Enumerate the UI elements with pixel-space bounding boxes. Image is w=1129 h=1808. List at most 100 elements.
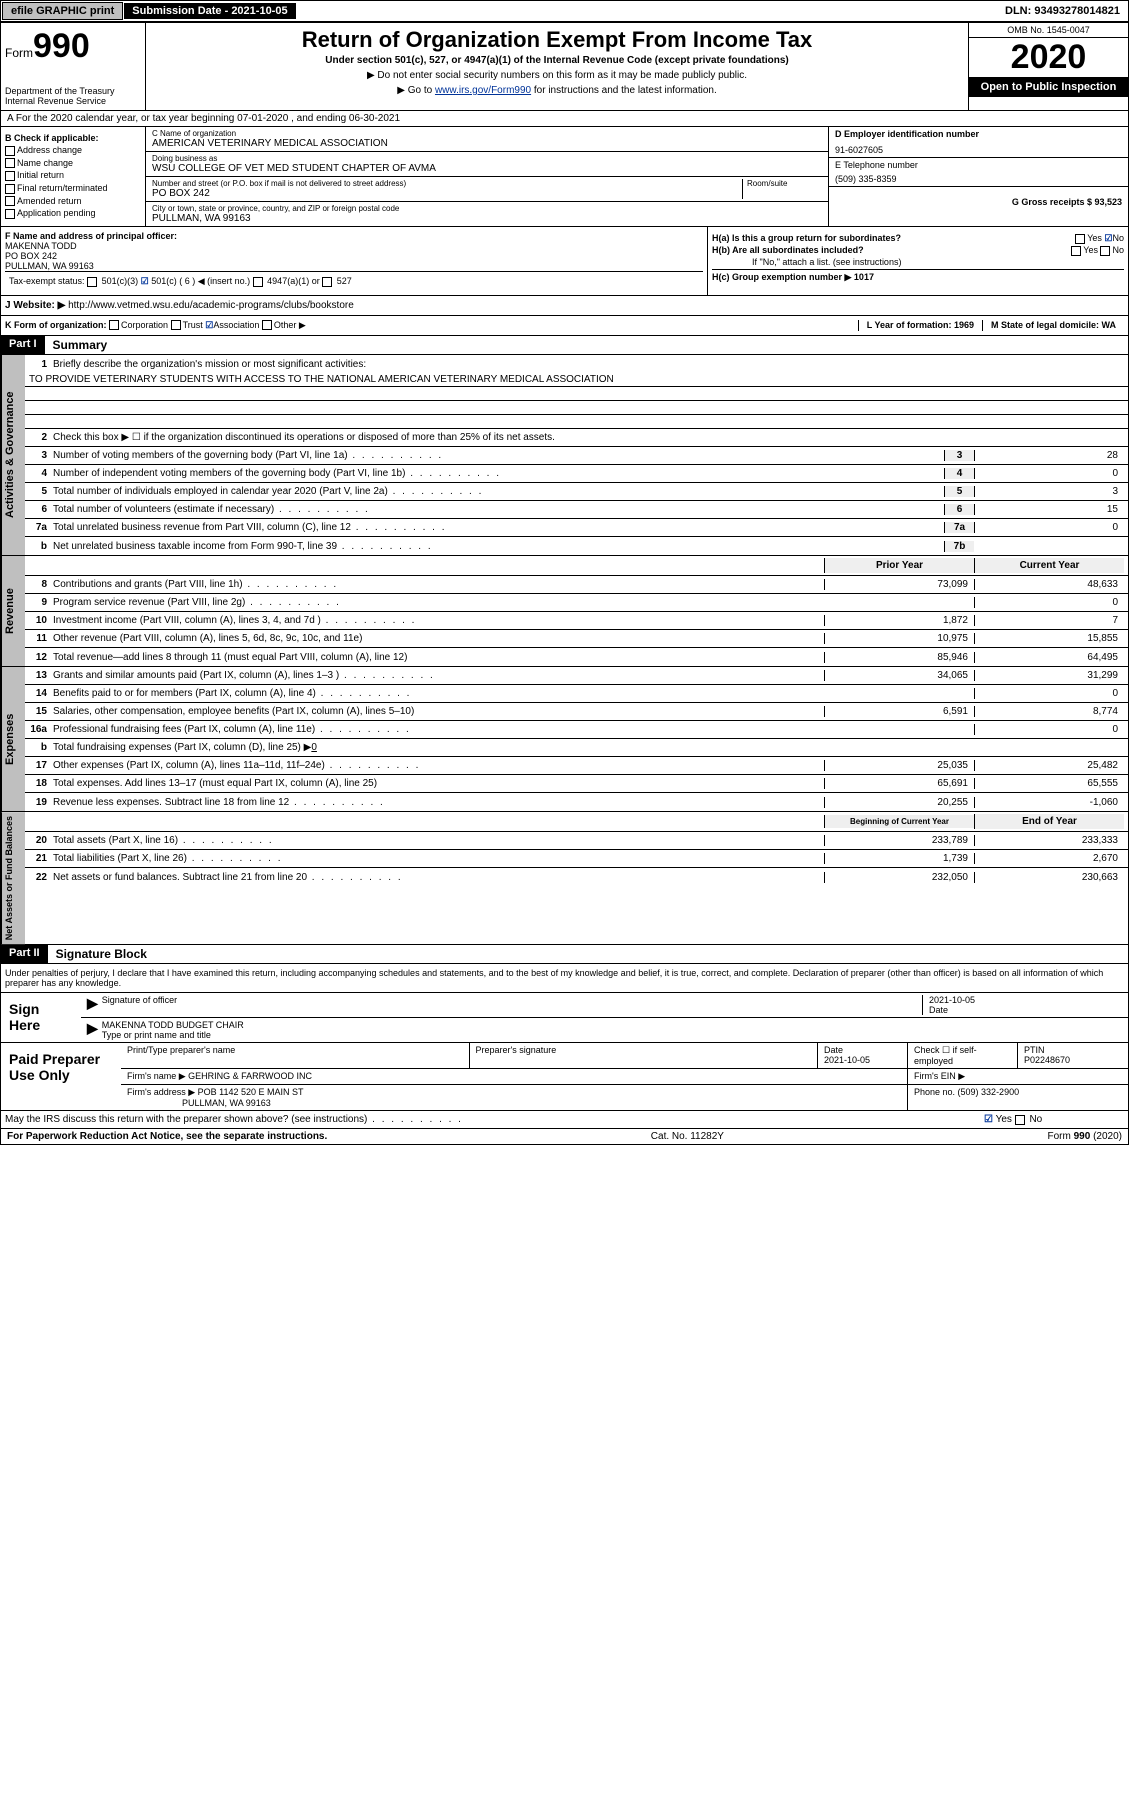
row-a-period: A For the 2020 calendar year, or tax yea… (1, 111, 406, 126)
p20: 233,789 (824, 835, 974, 846)
opt-501c3: 501(c)(3) (102, 276, 139, 286)
opt-corp: Corporation (121, 320, 168, 331)
sig-date: 2021-10-05 (929, 995, 1122, 1005)
chk-initial[interactable] (5, 171, 15, 181)
discuss-no[interactable] (1015, 1115, 1025, 1125)
c13: 31,299 (974, 670, 1124, 681)
l4-text: Number of independent voting members of … (53, 468, 944, 479)
p19: 20,255 (824, 797, 974, 808)
v4: 0 (974, 468, 1124, 479)
c15: 8,774 (974, 706, 1124, 717)
firm-phone: Phone no. (509) 332-2900 (908, 1085, 1128, 1110)
l5-text: Total number of individuals employed in … (53, 486, 944, 497)
chk-527[interactable] (322, 277, 332, 287)
prep-name-label: Print/Type preparer's name (121, 1043, 470, 1068)
org-city: PULLMAN, WA 99163 (152, 213, 822, 224)
phone: (509) 335-8359 (835, 174, 1122, 184)
side-revenue: Revenue (1, 556, 25, 666)
ptin-label: PTIN (1024, 1045, 1122, 1055)
ein: 91-6027605 (835, 145, 1122, 155)
dln: DLN: 93493278014821 (997, 3, 1128, 19)
l18-text: Total expenses. Add lines 13–17 (must eq… (53, 778, 824, 789)
ha-label: H(a) Is this a group return for subordin… (712, 233, 901, 243)
hb-no[interactable] (1100, 246, 1110, 256)
firm-addr2: PULLMAN, WA 99163 (182, 1098, 271, 1108)
l19-text: Revenue less expenses. Subtract line 18 … (53, 797, 824, 808)
p15: 6,591 (824, 706, 974, 717)
sig-date-label: Date (929, 1005, 1122, 1015)
l8-text: Contributions and grants (Part VIII, lin… (53, 579, 824, 590)
p21: 1,739 (824, 853, 974, 864)
side-netassets: Net Assets or Fund Balances (1, 812, 25, 944)
penalty-text: Under penalties of perjury, I declare th… (1, 964, 1128, 992)
p10: 1,872 (824, 615, 974, 626)
section-b: B Check if applicable: Address change Na… (1, 127, 146, 226)
l22-text: Net assets or fund balances. Subtract li… (53, 872, 824, 883)
p13: 34,065 (824, 670, 974, 681)
chk-trust[interactable] (171, 320, 181, 330)
c8: 48,633 (974, 579, 1124, 590)
chk-address[interactable] (5, 146, 15, 156)
opt-pending: Application pending (17, 208, 96, 218)
chk-final[interactable] (5, 184, 15, 194)
c19: -1,060 (974, 797, 1124, 808)
l14-text: Benefits paid to or for members (Part IX… (53, 688, 824, 699)
l17-text: Other expenses (Part IX, column (A), lin… (53, 760, 824, 771)
prep-sig-label: Preparer's signature (470, 1043, 819, 1068)
section-b-hdr: B Check if applicable: (5, 133, 141, 143)
opt-other: Other ▶ (274, 320, 306, 331)
chk-name[interactable] (5, 158, 15, 168)
d-label: D Employer identification number (835, 129, 1122, 139)
prep-selfemp: Check ☐ if self-employed (908, 1043, 1018, 1068)
prior-hdr: Prior Year (824, 558, 974, 573)
part1-hdr: Part I (1, 336, 45, 354)
irs-link[interactable]: www.irs.gov/Form990 (435, 85, 531, 96)
paid-preparer: Paid Preparer Use Only (1, 1043, 121, 1110)
hb-yes[interactable] (1071, 246, 1081, 256)
chk-pending[interactable] (5, 209, 15, 219)
l-year: L Year of formation: 1969 (858, 320, 982, 331)
hb-note: If "No," attach a list. (see instruction… (712, 257, 1124, 267)
org-addr: PO BOX 242 (152, 188, 742, 199)
part2-hdr: Part II (1, 945, 48, 963)
c22: 230,663 (974, 872, 1124, 883)
chk-other[interactable] (262, 320, 272, 330)
chk-amended[interactable] (5, 196, 15, 206)
addr-label: Number and street (or P.O. box if mail i… (152, 179, 742, 188)
p12: 85,946 (824, 652, 974, 663)
officer-addr1: PO BOX 242 (5, 251, 703, 261)
side-activities: Activities & Governance (1, 355, 25, 555)
c10: 7 (974, 615, 1124, 626)
efile-btn[interactable]: efile GRAPHIC print (2, 2, 123, 20)
form-header: Form990 Department of the Treasury Inter… (0, 22, 1129, 111)
m-state: M State of legal domicile: WA (982, 320, 1124, 331)
chk-501c: ☑ (141, 276, 149, 286)
p17: 25,035 (824, 760, 974, 771)
j-label: J Website: ▶ (5, 300, 65, 311)
firm-ein-label: Firm's EIN ▶ (908, 1069, 1128, 1084)
l2-text: Check this box ▶ ☐ if the organization d… (53, 432, 1124, 443)
dba-label: Doing business as (152, 154, 822, 163)
topbar: efile GRAPHIC print Submission Date - 20… (0, 0, 1129, 22)
chk-4947[interactable] (253, 277, 263, 287)
c20: 233,333 (974, 835, 1124, 846)
hb-label: H(b) Are all subordinates included? (712, 245, 864, 255)
officer-name: MAKENNA TODD (5, 241, 703, 251)
form-number: 990 (33, 27, 90, 65)
l7a-text: Total unrelated business revenue from Pa… (53, 522, 944, 533)
l11-text: Other revenue (Part VIII, column (A), li… (53, 633, 824, 644)
form-label: Form (5, 46, 33, 60)
l7b-text: Net unrelated business taxable income fr… (53, 541, 944, 552)
ha-yes[interactable] (1075, 234, 1085, 244)
discuss-text: May the IRS discuss this return with the… (5, 1114, 984, 1125)
prep-date: 2021-10-05 (824, 1055, 901, 1065)
v6: 15 (974, 504, 1124, 515)
footer-mid: Cat. No. 11282Y (327, 1131, 1047, 1142)
chk-corp[interactable] (109, 320, 119, 330)
chk-501c3[interactable] (87, 277, 97, 287)
website-url: http://www.vetmed.wsu.edu/academic-progr… (68, 300, 354, 311)
opt-name: Name change (17, 158, 73, 168)
p22: 232,050 (824, 872, 974, 883)
firm-addr-label: Firm's address ▶ (127, 1087, 195, 1097)
l6-text: Total number of volunteers (estimate if … (53, 504, 944, 515)
